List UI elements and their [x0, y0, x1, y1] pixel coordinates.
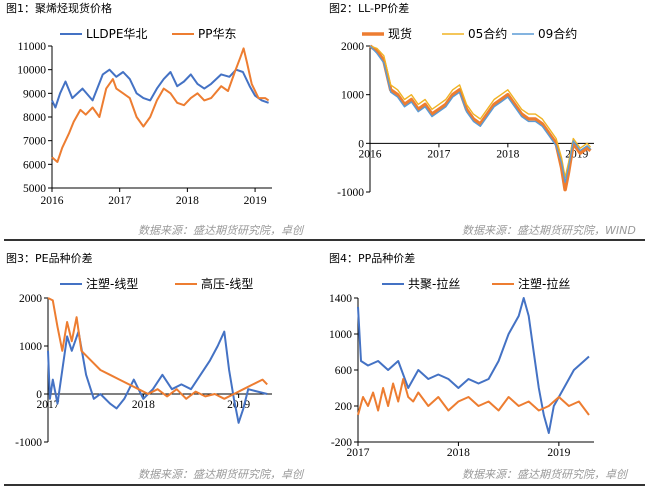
legend-label: 现货 [388, 26, 412, 41]
x-tick-label: 2018 [447, 447, 470, 459]
x-tick-label: 2016 [359, 148, 382, 160]
x-tick-label: 2018 [176, 195, 199, 207]
chart3-title: 图3：PE品种价差 [6, 252, 93, 265]
series-line [357, 297, 590, 434]
y-tick-label: -1000 [15, 437, 42, 449]
legend-label: 09合约 [538, 26, 577, 41]
legend-label: 注塑-拉丝 [518, 276, 570, 291]
x-tick-label: 2019 [227, 399, 250, 411]
legend-label: 高压-线型 [201, 276, 253, 291]
series-line [357, 378, 590, 416]
y-tick-label: 2000 [341, 41, 364, 53]
chart1-title: 图1：聚烯烃现货价格 [6, 2, 112, 15]
legend-label: 共聚-拉丝 [408, 276, 460, 291]
y-tick-label: 1000 [341, 90, 364, 102]
y-tick-label: 1000 [329, 329, 352, 341]
x-tick-label: 2019 [547, 447, 570, 459]
y-tick-label: 1000 [19, 341, 42, 353]
x-tick-label: 2018 [132, 399, 155, 411]
y-tick-label: 6000 [23, 159, 46, 171]
chart4: -200 200 600 1000 1400 2017 2018 2019 共聚-拉丝 注塑-拉丝 [329, 276, 594, 459]
y-tick-label: 9000 [23, 88, 46, 100]
y-tick-label: 7000 [23, 136, 46, 148]
x-tick-label: 2019 [244, 195, 267, 207]
top-divider [4, 239, 645, 241]
x-tick-label: 2017 [347, 447, 370, 459]
chart3: -1000 0 1000 2000 2017 2018 2019 注塑-线型 高压-线型 [15, 276, 272, 449]
legend-label: PP华东 [198, 27, 236, 41]
chart1-source: 数据来源：盛达期货研究院，卓创 [138, 224, 303, 237]
legend-label: 05合约 [468, 26, 507, 41]
x-tick-label: 2018 [496, 148, 519, 160]
series-line [369, 45, 592, 183]
y-tick-label: 0 [36, 389, 42, 401]
y-tick-label: -200 [331, 437, 352, 449]
x-tick-label: 2016 [41, 195, 64, 207]
legend-label: LLDPE华北 [86, 27, 147, 41]
chart3-source: 数据来源：盛达期货研究院，卓创 [138, 468, 303, 481]
y-tick-label: -1000 [337, 187, 364, 199]
y-tick-label: 2000 [19, 293, 42, 305]
y-tick-label: 0 [358, 138, 364, 150]
x-tick-label: 2017 [37, 399, 60, 411]
x-tick-label: 2017 [108, 195, 131, 207]
y-tick-label: 8000 [23, 112, 46, 124]
chart4-source: 数据来源：盛达期货研究院，卓创 [462, 468, 627, 481]
x-tick-label: 2017 [427, 148, 450, 160]
y-tick-label: 200 [335, 401, 353, 413]
series-line [47, 297, 268, 400]
y-tick-label: 5000 [23, 183, 46, 195]
y-tick-label: 1400 [329, 293, 352, 305]
series-line [51, 68, 269, 109]
series-line [369, 45, 592, 179]
chart1: 5000 6000 7000 8000 9000 10000 11000 2016 2017 20… [17, 27, 272, 207]
y-tick-label: 11000 [18, 41, 47, 53]
chart2-source: 数据来源：盛达期货研究院，WIND [462, 224, 636, 237]
bottom-divider [4, 484, 645, 486]
legend-label: 注塑-线型 [86, 276, 138, 291]
chart4-title: 图4：PP品种价差 [329, 252, 416, 265]
chart2-title: 图2：LL-PP价差 [329, 2, 410, 15]
y-tick-label: 10000 [17, 65, 46, 77]
series-line [51, 47, 270, 163]
y-tick-label: 600 [335, 365, 353, 377]
series-line [368, 44, 592, 192]
